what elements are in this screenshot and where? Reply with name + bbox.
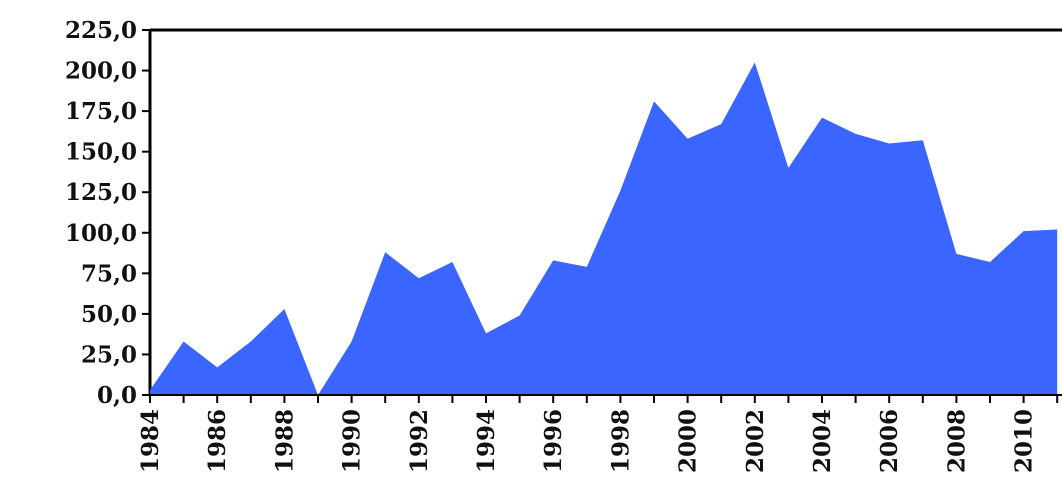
x-tick-label: 1984	[137, 409, 164, 473]
x-tick-label: 1986	[204, 409, 231, 473]
y-tick-label: 175,0	[65, 98, 137, 125]
y-tick-label: 100,0	[65, 220, 137, 247]
x-tick-label: 2004	[809, 409, 836, 473]
x-tick-label: 1990	[339, 409, 366, 473]
x-tick-label: 1994	[473, 409, 500, 473]
x-tick-label: 1996	[540, 409, 567, 473]
plot-area	[148, 28, 1062, 396]
y-tick-label: 0,0	[97, 382, 137, 409]
x-tick-label: 2006	[876, 409, 903, 473]
x-tick-label: 2010	[1011, 409, 1038, 473]
y-tick-label: 225,0	[65, 17, 137, 44]
area-series	[150, 62, 1058, 395]
x-tick-label: 2000	[675, 409, 702, 473]
y-axis: 0,0 25,0 50,0 75,0 100,0 125,0 150,0 175,0 200,0…	[65, 17, 150, 409]
x-tick-label: 2008	[943, 409, 970, 473]
x-tick-label: 1992	[406, 409, 433, 473]
x-tick-label: 1998	[607, 409, 634, 473]
x-tick-label: 1988	[271, 409, 298, 473]
y-tick-label: 125,0	[65, 179, 137, 206]
x-axis: 1984 1986 1988 1990 1992 1994 1996 1998 2000 2002…	[137, 394, 1062, 473]
x-tick-label: 2002	[742, 409, 769, 473]
y-tick-label: 50,0	[81, 301, 137, 328]
y-tick-label: 200,0	[65, 58, 137, 85]
y-tick-label: 25,0	[81, 341, 137, 368]
y-tick-label: 150,0	[65, 139, 137, 166]
y-tick-label: 75,0	[81, 260, 137, 287]
